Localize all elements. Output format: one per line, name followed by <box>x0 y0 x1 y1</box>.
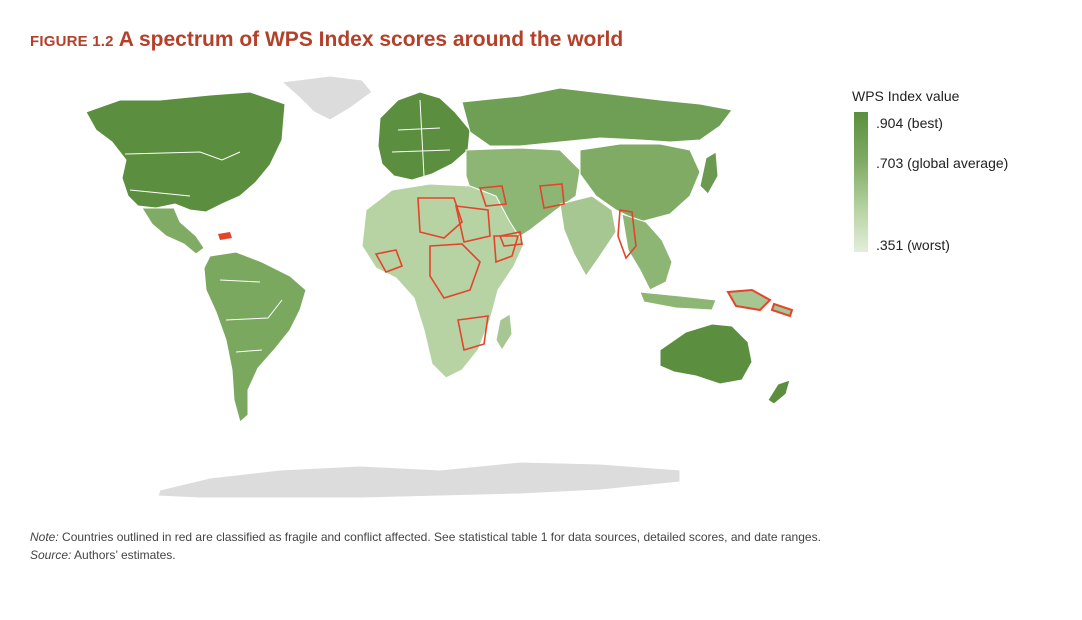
new-zealand <box>767 379 791 405</box>
greenland <box>280 75 373 121</box>
note-block: Note: Countries outlined in red are clas… <box>30 528 821 564</box>
source-line: Source: Authors’ estimates. <box>30 546 821 564</box>
fragile-outlines <box>374 183 637 352</box>
fragile-outline-central-africa <box>429 243 481 299</box>
source-label: Source: <box>30 548 72 562</box>
central-america <box>141 207 205 255</box>
world-map-svg <box>85 75 794 499</box>
indonesia <box>639 291 717 311</box>
japan <box>699 151 719 195</box>
figure-title: FIGURE 1.2 A spectrum of WPS Index score… <box>30 28 623 52</box>
fragile-outline-southeast-africa <box>457 315 489 352</box>
note-text: Countries outlined in red are classified… <box>58 530 821 544</box>
legend-label-worst: .351 (worst) <box>876 237 950 253</box>
north-america-border <box>124 151 241 197</box>
fragile-outline-afghanistan <box>539 183 565 209</box>
china <box>579 143 701 223</box>
legend-title: WPS Index value <box>852 88 960 104</box>
fragile-outline-west-africa <box>374 249 404 273</box>
antarctica <box>157 461 681 499</box>
fragile-outline-yemen <box>498 231 523 247</box>
note-label: Note: <box>30 530 59 544</box>
world-map <box>0 60 1082 520</box>
southeast-asia <box>621 213 673 291</box>
papua-new-guinea <box>726 288 772 312</box>
fragile-outline-syria-iraq <box>478 185 507 207</box>
fragile-outline-chad <box>454 205 491 243</box>
legend-color-bar <box>854 112 868 252</box>
madagascar <box>495 313 513 351</box>
russia <box>461 87 733 147</box>
legend-label-best: .904 (best) <box>876 115 943 131</box>
figure-title-text: A spectrum of WPS Index scores around th… <box>118 28 624 51</box>
south-america <box>203 251 307 423</box>
south-america-borders <box>219 279 283 353</box>
fragile-outline-sahel <box>417 197 463 239</box>
source-text: Authors’ estimates. <box>71 548 176 562</box>
africa <box>361 183 525 379</box>
australia <box>659 323 753 385</box>
haiti <box>218 232 232 240</box>
legend-label-average: .703 (global average) <box>876 155 1009 171</box>
europe-borders <box>391 99 451 177</box>
fragile-outline-myanmar <box>617 209 637 260</box>
figure-number: FIGURE 1.2 <box>30 33 114 50</box>
legend: WPS Index value .904 (best) .703 (global… <box>852 88 1072 263</box>
europe <box>377 91 471 181</box>
solomon-islands <box>770 302 794 318</box>
note-line: Note: Countries outlined in red are clas… <box>30 528 821 546</box>
south-asia <box>559 195 617 277</box>
fragile-outline-horn <box>493 235 520 264</box>
